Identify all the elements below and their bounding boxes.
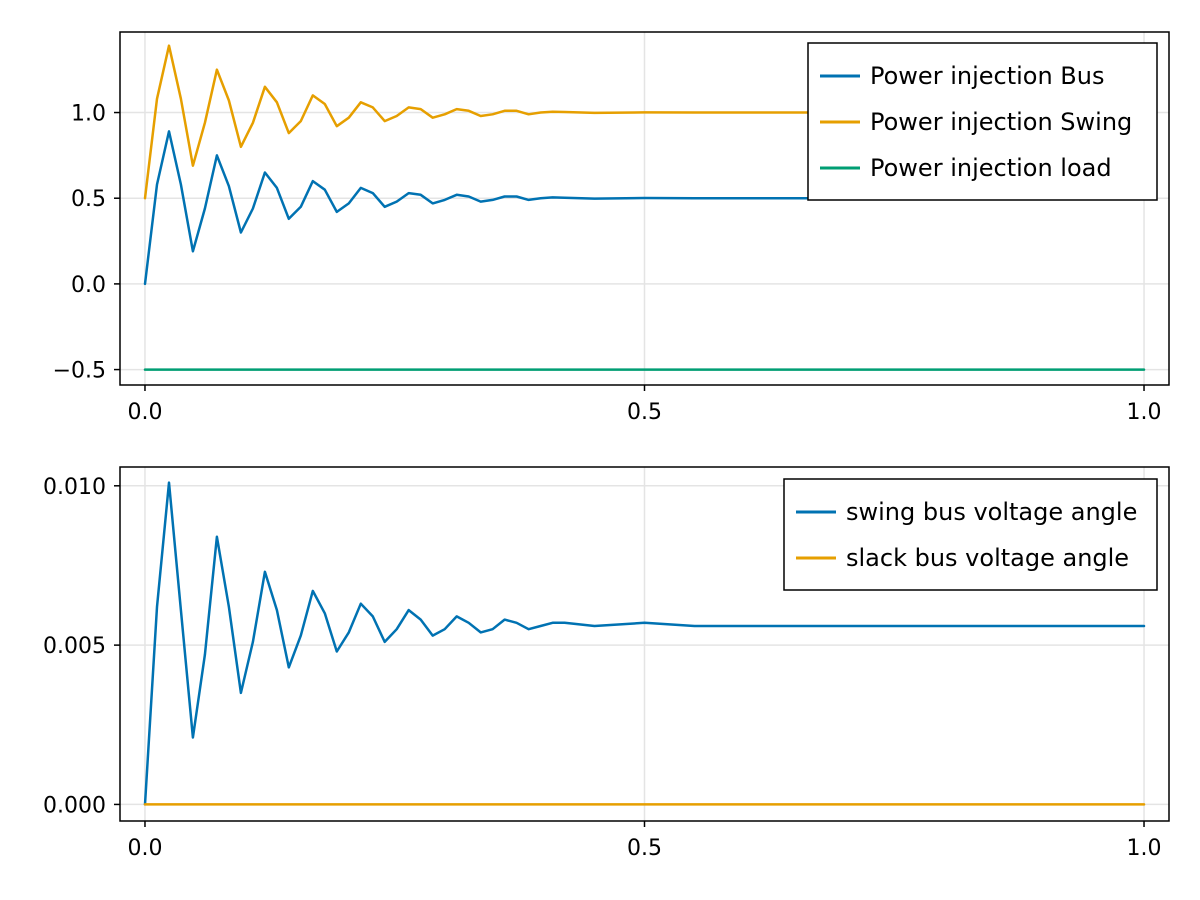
y-tick-label: 0.010 — [43, 475, 106, 500]
legend-label-power-injection-swing: Power injection Swing — [870, 108, 1132, 136]
legend: Power injection Bus Power injection Swing… — [807, 42, 1158, 201]
x-tick-label: 0.0 — [127, 836, 162, 861]
legend-box — [807, 42, 1158, 201]
series-line-power-injection-bus — [143, 130, 1146, 286]
legend-label-power-injection-load: Power injection load — [870, 154, 1112, 182]
legend: swing bus voltage angle slack bus voltage… — [783, 478, 1158, 591]
x-tick-label: 0.5 — [627, 400, 662, 425]
legend-label-swing-bus-voltage-angle: swing bus voltage angle — [846, 498, 1137, 526]
legend-label-power-injection-bus: Power injection Bus — [870, 62, 1104, 90]
voltage-angle-panel: 0.0 0.5 1.0 0.000 0.005 0.010 swing bus voltag… — [43, 466, 1170, 861]
legend-label-slack-bus-voltage-angle: slack bus voltage angle — [846, 544, 1129, 572]
y-tick-label: −0.5 — [53, 359, 106, 384]
y-tick-label: 0.005 — [43, 634, 106, 659]
x-tick-label: 0.0 — [127, 400, 162, 425]
series-line-power-injection-swing — [143, 44, 1146, 200]
series-line-swing-bus-voltage-angle — [143, 481, 1146, 806]
y-tick-label: 0.000 — [43, 793, 106, 818]
x-tick-label: 1.0 — [1127, 400, 1162, 425]
power-injection-panel: 0.0 0.5 1.0 −0.5 0.0 0.5 1.0 Power injection Bu… — [53, 31, 1170, 425]
y-tick-label: 0.0 — [71, 273, 106, 298]
y-tick-label: 0.5 — [71, 187, 106, 212]
x-tick-label: 0.5 — [627, 836, 662, 861]
x-tick-label: 1.0 — [1127, 836, 1162, 861]
legend-box — [783, 478, 1158, 591]
y-tick-label: 1.0 — [71, 102, 106, 127]
